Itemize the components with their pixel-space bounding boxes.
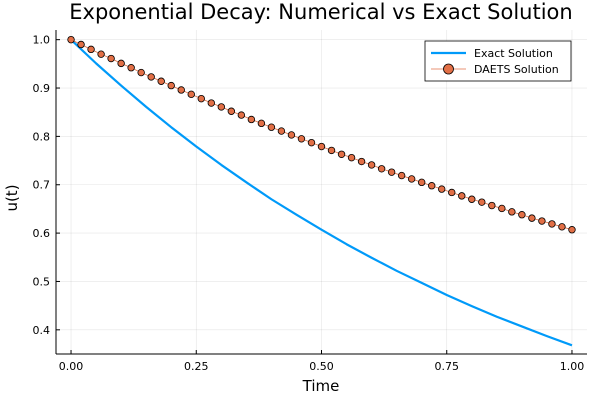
data-point (147, 73, 155, 81)
x-axis-label: Time (302, 377, 340, 395)
data-point (87, 45, 95, 54)
data-point (317, 142, 326, 151)
data-point (237, 111, 246, 119)
data-point (77, 40, 85, 49)
legend-exact-label: Exact Solution (474, 47, 553, 60)
data-point (538, 217, 546, 225)
data-point (297, 135, 306, 143)
legend-daets-marker (443, 63, 454, 75)
data-point (127, 64, 135, 72)
data-point (448, 188, 456, 197)
data-point (337, 150, 346, 158)
data-point (117, 59, 125, 68)
data-point (377, 165, 386, 173)
data-point (407, 175, 416, 183)
data-point (528, 214, 536, 222)
y-axis-label: u(t) (3, 184, 21, 211)
data-point (217, 103, 226, 111)
data-point (157, 77, 165, 85)
data-point (508, 208, 516, 216)
data-point (197, 94, 205, 103)
legend-daets-label: DAETS Solution (474, 63, 559, 76)
y-tick-label: 0.4 (33, 324, 51, 337)
data-point (167, 81, 175, 90)
y-tick-label: 1.0 (33, 34, 51, 47)
y-tick-label: 0.9 (33, 82, 51, 95)
data-point (558, 223, 566, 231)
data-point (67, 35, 75, 44)
x-tick-label: 0.75 (434, 360, 459, 373)
x-tick-label: 0.50 (309, 360, 334, 373)
data-point (227, 107, 236, 115)
data-point (387, 168, 396, 176)
data-point (518, 211, 526, 219)
y-tick-label: 0.6 (33, 227, 51, 240)
data-point (417, 178, 426, 187)
x-tick-label: 0.00 (59, 360, 84, 373)
data-point (177, 86, 185, 94)
data-point (438, 185, 446, 193)
data-point (247, 115, 256, 124)
series-line-0 (70, 38, 573, 347)
data-point (468, 195, 476, 203)
data-point (187, 90, 195, 99)
data-point (137, 68, 145, 77)
data-point (498, 204, 506, 213)
data-point (548, 220, 556, 228)
data-point (257, 119, 266, 128)
data-point (357, 157, 366, 166)
data-point (397, 171, 406, 180)
data-point (568, 226, 576, 234)
data-point (478, 198, 486, 206)
data-point (347, 153, 356, 162)
data-point (277, 127, 286, 135)
grid-layer (56, 30, 587, 354)
data-point (287, 131, 296, 139)
data-point (488, 201, 496, 210)
x-tick-label: 0.25 (184, 360, 209, 373)
y-tick-label: 0.5 (33, 275, 51, 288)
legend: Exact Solution DAETS Solution (424, 40, 572, 82)
x-tick-label: 1.00 (560, 360, 585, 373)
series-layer (67, 35, 576, 347)
y-tick-label: 0.7 (33, 179, 51, 192)
data-point (97, 50, 105, 58)
data-point (458, 192, 466, 200)
data-point (267, 123, 276, 131)
data-point (327, 146, 336, 155)
ticks-layer: 0.00 0.25 0.50 0.75 1.00 0.4 0.5 0.6 0.7 0.8 0.9 1.… (33, 34, 585, 373)
data-point (367, 161, 376, 169)
data-point (307, 138, 316, 147)
y-tick-label: 0.8 (33, 130, 51, 143)
data-point (107, 54, 115, 63)
data-point (428, 182, 436, 190)
data-point (207, 99, 215, 107)
chart-title: Exponential Decay: Numerical vs Exact So… (69, 0, 572, 24)
